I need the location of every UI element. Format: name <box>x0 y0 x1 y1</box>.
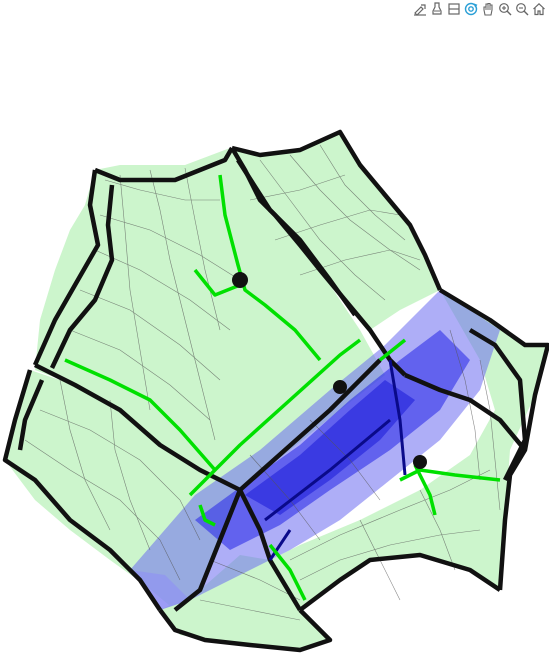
zoom-out-button[interactable] <box>513 0 530 18</box>
surface-face-top-right <box>230 132 440 330</box>
zoom-box-button[interactable] <box>411 0 428 18</box>
vertex-sphere[interactable] <box>232 272 248 288</box>
pan-button[interactable] <box>479 0 496 18</box>
zoom-in-icon <box>498 3 511 16</box>
vertex-markers <box>232 272 427 469</box>
projection-button[interactable] <box>445 0 462 18</box>
projection-icon <box>447 3 460 15</box>
highlight-edges <box>64 174 501 601</box>
zoom-in-button[interactable] <box>496 0 513 18</box>
surface-face-bottom <box>160 555 330 650</box>
modebar-toolbar <box>411 0 547 18</box>
volume-edges <box>264 359 407 561</box>
polyhedron-edges <box>2 129 549 653</box>
vertex-sphere[interactable] <box>413 455 427 469</box>
home-icon <box>532 2 545 16</box>
orbit-button[interactable] <box>462 0 479 18</box>
vertex-sphere[interactable] <box>333 380 347 394</box>
download-button[interactable] <box>428 0 445 18</box>
zoom-out-icon <box>515 3 528 16</box>
orbit-icon <box>464 2 477 16</box>
pan-icon <box>482 2 493 16</box>
zoom-box-icon <box>413 4 426 16</box>
download-icon <box>431 2 442 15</box>
home-button[interactable] <box>530 0 547 18</box>
